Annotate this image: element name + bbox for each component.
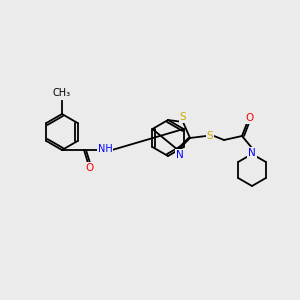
Text: N: N — [248, 148, 256, 158]
Text: S: S — [180, 112, 186, 122]
Text: S: S — [207, 131, 213, 141]
Text: NH: NH — [98, 144, 112, 154]
Text: O: O — [85, 163, 93, 173]
Text: N: N — [176, 150, 184, 160]
Text: CH₃: CH₃ — [53, 88, 71, 98]
Text: O: O — [245, 113, 253, 123]
